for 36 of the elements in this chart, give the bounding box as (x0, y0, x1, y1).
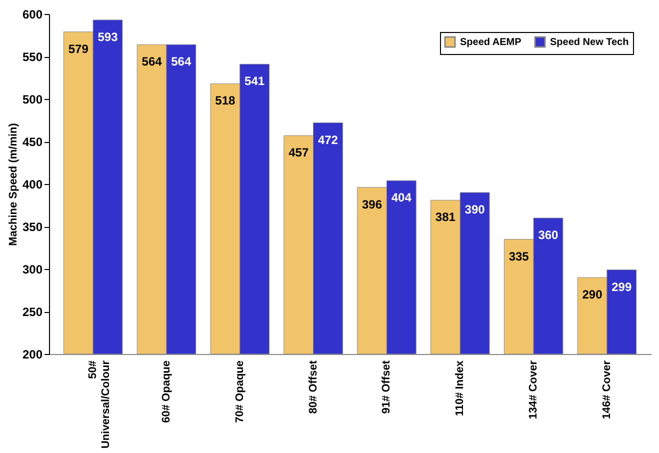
y-tick-label: 500 (22, 92, 43, 106)
legend-label: Speed New Tech (550, 37, 629, 48)
data-label: 396 (362, 197, 382, 212)
y-tick-label: 450 (22, 135, 43, 149)
data-label: 457 (288, 146, 309, 160)
x-tick-label: 60# Opaque (160, 360, 172, 423)
x-tick-label: 134# Cover (528, 360, 540, 420)
x-tick-label: 80# Offset (307, 360, 320, 414)
data-label: 541 (244, 74, 265, 88)
data-label: 472 (318, 132, 338, 147)
data-label: 579 (68, 42, 89, 56)
data-label: 390 (464, 202, 486, 216)
y-tick-label: 250 (22, 305, 43, 319)
y-tick-label: 300 (22, 262, 43, 276)
x-tick-label: 146# Cover (600, 360, 613, 420)
x-tick-label: 50# Universal/Colour (87, 360, 112, 449)
data-label: 335 (508, 249, 530, 264)
y-tick-label: 600 (22, 8, 43, 22)
data-label: 593 (98, 30, 118, 44)
y-axis-title: Machine Speed (m/min) (7, 122, 20, 246)
data-label: 518 (215, 94, 236, 108)
data-label: 299 (612, 280, 632, 294)
y-tick-label: 200 (22, 348, 43, 362)
data-label: 290 (582, 288, 603, 302)
x-tick-label: 91# Offset (380, 360, 393, 414)
data-label: 564 (142, 54, 162, 69)
y-tick-label: 550 (22, 50, 43, 64)
legend-label: Speed AEMP (460, 37, 522, 48)
data-label: 404 (391, 190, 412, 205)
x-tick-label: 70# Opaque (234, 360, 246, 423)
data-label: 360 (538, 228, 559, 242)
data-label: 381 (435, 210, 456, 224)
data-label: 564 (171, 54, 192, 69)
y-tick-label: 350 (22, 220, 43, 234)
x-tick-label: 110# Index (454, 360, 466, 416)
y-tick-label: 400 (22, 178, 43, 192)
